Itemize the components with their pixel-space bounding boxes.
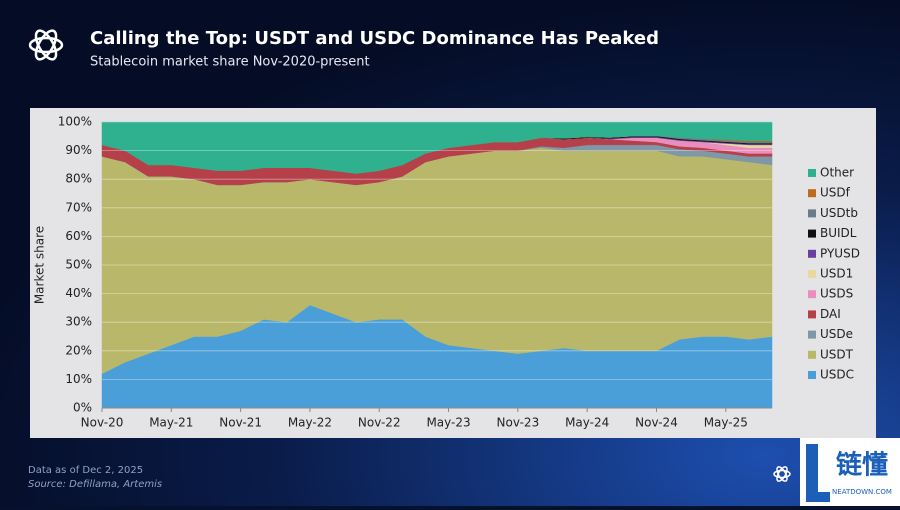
y-tick-label: 0% (73, 401, 92, 415)
legend-label: USDT (820, 347, 854, 361)
y-tick-label: 10% (65, 372, 92, 386)
legend-label: USDC (820, 368, 854, 382)
legend-swatch (808, 290, 816, 299)
legend-swatch (808, 169, 816, 177)
note: Data as of Dec 2, 2025 (28, 465, 143, 476)
corner-logo (773, 466, 791, 482)
y-tick-label: 40% (65, 286, 92, 300)
y-tick-label: 70% (65, 200, 92, 214)
legend-swatch (808, 189, 816, 198)
x-tick-label: May-24 (565, 416, 609, 430)
y-tick-label: 90% (65, 143, 92, 157)
legend-label: USDS (820, 287, 853, 301)
x-tick-label: Nov-21 (219, 416, 262, 430)
y-tick-label: 50% (65, 258, 92, 272)
y-axis-label: Market share (33, 226, 47, 304)
y-tick-label: 20% (65, 343, 92, 357)
x-tick-label: May-25 (704, 416, 748, 430)
y-tick-label: 30% (65, 315, 92, 329)
watermark-icon (806, 444, 830, 502)
watermark-sub: NEATDOWN.COM (832, 488, 892, 496)
x-tick-label: Nov-20 (81, 416, 124, 430)
x-tick-label: Nov-23 (497, 416, 540, 430)
legend-swatch (808, 270, 816, 278)
y-tick-label: 60% (65, 229, 92, 243)
legend-label: USD1 (820, 267, 853, 281)
legend-label: Other (820, 166, 854, 180)
legend-label: DAI (820, 307, 841, 321)
legend-label: USDf (820, 186, 851, 200)
watermark: 链懂 (836, 450, 888, 481)
x-tick-label: Nov-22 (358, 416, 401, 430)
legend-swatch (808, 209, 816, 218)
legend-label: USDe (820, 327, 853, 341)
legend-label: BUIDL (820, 226, 857, 240)
legend-swatch (808, 229, 816, 238)
y-tick-label: 80% (65, 172, 92, 186)
x-tick-label: May-21 (149, 416, 193, 430)
x-tick-label: May-23 (426, 416, 470, 430)
legend-swatch (808, 350, 816, 359)
y-tick-label: 100% (58, 115, 92, 129)
area (101, 121, 773, 174)
x-tick-label: Nov-24 (635, 416, 678, 430)
legend-swatch (808, 310, 816, 319)
legend-swatch (808, 330, 816, 339)
legend-label: USDtb (820, 206, 858, 220)
title: Calling the Top: USDT and USDC Dominance… (90, 28, 659, 49)
x-tick-label: May-22 (288, 416, 332, 430)
legend-swatch (808, 249, 816, 258)
legend-label: PYUSD (820, 246, 860, 260)
logo (28, 29, 64, 61)
subtitle: Stablecoin market share Nov-2020-present (90, 55, 370, 70)
source: Source: Defillama, Artemis (28, 479, 162, 490)
legend-swatch (808, 371, 816, 379)
